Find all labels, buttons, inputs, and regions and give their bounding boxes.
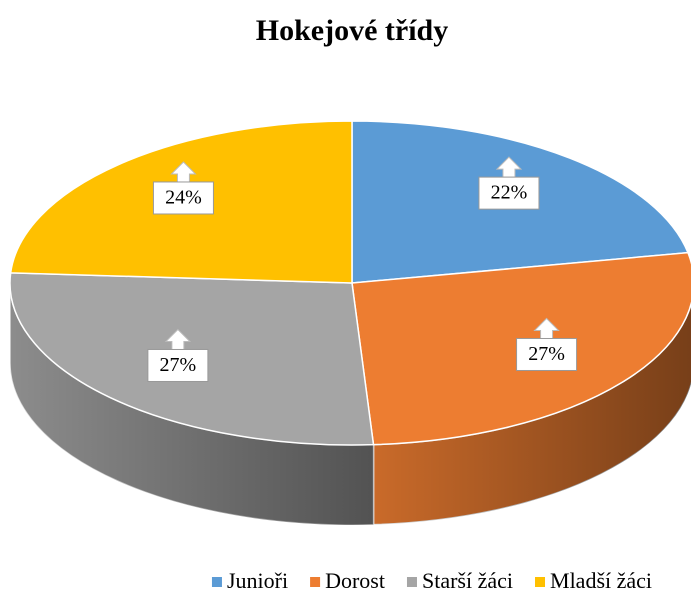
label-box bbox=[147, 348, 209, 382]
label-arrow bbox=[495, 156, 523, 178]
label-arrow bbox=[533, 317, 560, 339]
chart-title: Hokejové třídy bbox=[256, 14, 448, 47]
pie-side-shade bbox=[373, 304, 691, 525]
label-box bbox=[152, 181, 214, 215]
data-label: 24% bbox=[165, 187, 202, 209]
legend-swatch bbox=[310, 577, 321, 587]
legend-swatch bbox=[211, 577, 222, 587]
legend-label: Junioři bbox=[227, 568, 288, 593]
data-label: 22% bbox=[491, 182, 528, 204]
label-box bbox=[478, 176, 540, 210]
label-box bbox=[516, 337, 578, 371]
data-label: 27% bbox=[160, 354, 197, 376]
label-arrow bbox=[164, 328, 192, 350]
legend-label: Mladší žáci bbox=[550, 568, 652, 593]
data-label: 27% bbox=[528, 343, 565, 365]
pie-side-shade bbox=[10, 283, 374, 525]
legend: Junioři Dorost Starší žáci Mladší žáci bbox=[211, 568, 652, 593]
legend-label: Dorost bbox=[325, 568, 385, 593]
legend-label: Starší žáci bbox=[422, 568, 513, 593]
legend-swatch bbox=[535, 577, 546, 587]
label-arrow bbox=[170, 161, 197, 183]
legend-swatch bbox=[406, 577, 417, 587]
